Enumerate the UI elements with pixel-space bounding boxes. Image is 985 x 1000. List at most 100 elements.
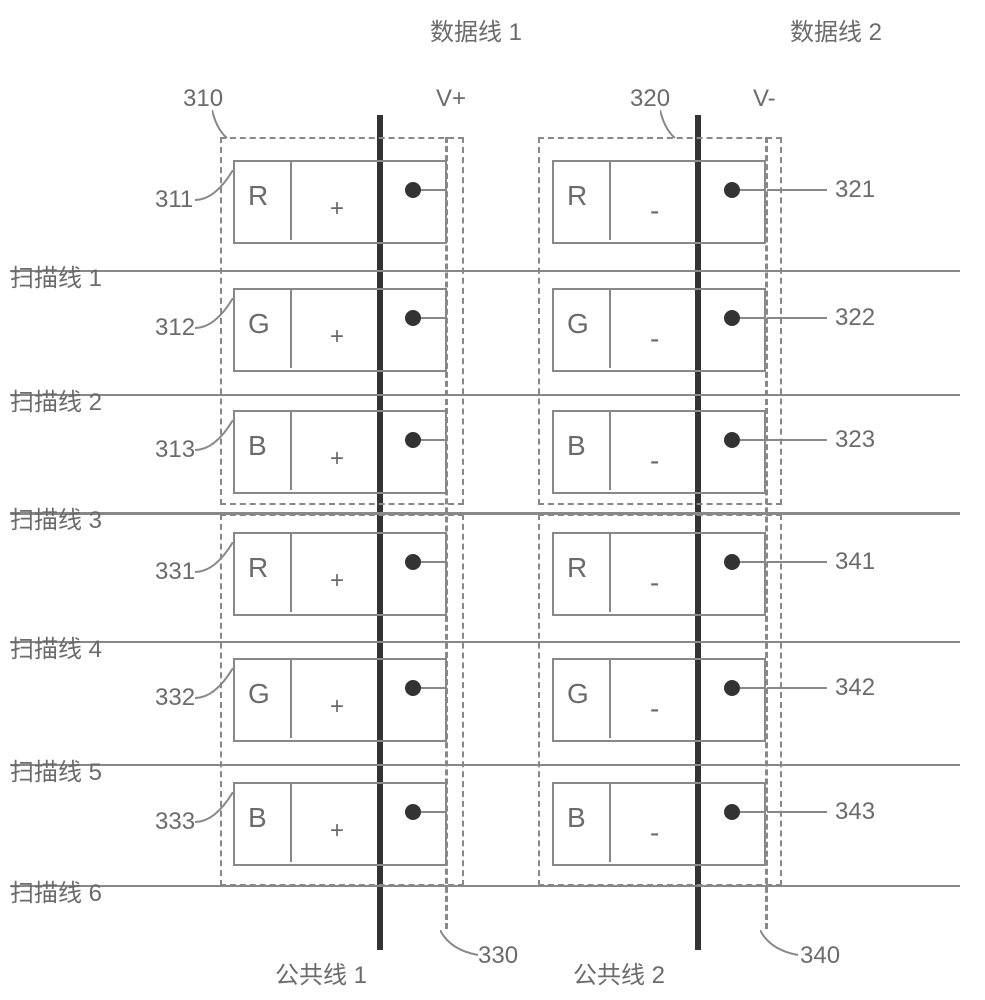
- v-minus-label: V-: [753, 85, 776, 113]
- letter-313: B: [248, 430, 267, 462]
- lead-342: [767, 687, 827, 689]
- conn-322: [740, 317, 766, 319]
- pol-332: +: [330, 693, 344, 721]
- pol-323: -: [650, 445, 659, 477]
- lead-311: [195, 170, 235, 210]
- lead-322: [767, 317, 827, 319]
- dot-331: [405, 554, 421, 570]
- pol-313: +: [330, 445, 344, 473]
- lead-331: [195, 542, 235, 582]
- sep-311: [290, 162, 292, 240]
- pol-333: +: [330, 817, 344, 845]
- letter-321: R: [567, 180, 587, 212]
- lead-320: [660, 110, 680, 140]
- letter-342: G: [567, 678, 589, 710]
- conn-342: [740, 687, 766, 689]
- pol-343: -: [650, 817, 659, 849]
- lead-330: [440, 930, 480, 960]
- sep-321: [609, 162, 611, 240]
- lead-321: [767, 189, 827, 191]
- sep-342: [609, 660, 611, 738]
- pol-341: -: [650, 567, 659, 599]
- lead-323: [767, 439, 827, 441]
- lead-312: [195, 298, 235, 338]
- conn-323: [740, 439, 766, 441]
- dot-341: [724, 554, 740, 570]
- scan-label-4: 扫描线 4: [10, 629, 102, 664]
- lead-341: [767, 561, 827, 563]
- pol-311: +: [330, 195, 344, 223]
- conn-332: [421, 687, 447, 689]
- lead-343: [767, 811, 827, 813]
- conn-333: [421, 811, 447, 813]
- letter-332: G: [248, 678, 270, 710]
- sep-313: [290, 412, 292, 490]
- ref-311: 311: [155, 186, 193, 214]
- data-line-2-label: 数据线 2: [790, 12, 882, 47]
- ref-340: 340: [800, 942, 840, 970]
- scan-line-4: [10, 641, 960, 643]
- sep-323: [609, 412, 611, 490]
- ref-320: 320: [630, 85, 670, 113]
- dot-312: [405, 310, 421, 326]
- scan-label-3: 扫描线 3: [10, 500, 102, 535]
- dot-322: [724, 310, 740, 326]
- lead-333: [195, 792, 235, 832]
- scan-label-2: 扫描线 2: [10, 382, 102, 417]
- v-plus-label: V+: [436, 85, 466, 113]
- conn-313: [421, 439, 447, 441]
- scan-label-6: 扫描线 6: [10, 873, 102, 908]
- ref-322: 322: [835, 304, 875, 332]
- lead-310: [212, 110, 232, 140]
- dot-332: [405, 680, 421, 696]
- letter-343: B: [567, 802, 586, 834]
- conn-343: [740, 811, 766, 813]
- ref-341: 341: [835, 548, 875, 576]
- sep-322: [609, 290, 611, 368]
- pol-342: -: [650, 693, 659, 725]
- letter-331: R: [248, 552, 268, 584]
- pol-321: -: [650, 195, 659, 227]
- lead-313: [195, 420, 235, 460]
- conn-321: [740, 189, 766, 191]
- common-line-1-label: 公共线 1: [275, 955, 367, 990]
- sep-331: [290, 534, 292, 612]
- scan-line-3: [10, 512, 960, 515]
- ref-330: 330: [478, 942, 518, 970]
- dot-323: [724, 432, 740, 448]
- dot-333: [405, 804, 421, 820]
- pol-312: +: [330, 323, 344, 351]
- scan-line-2: [10, 394, 960, 396]
- conn-312: [421, 317, 447, 319]
- dot-311: [405, 182, 421, 198]
- conn-331: [421, 561, 447, 563]
- scan-line-1: [10, 270, 960, 272]
- ref-332: 332: [155, 684, 195, 712]
- pixel-array-diagram: 数据线 1 数据线 2 V+ V- 310 320 扫描线 1 扫描线 2 扫描…: [0, 0, 985, 1000]
- lead-340: [760, 930, 800, 960]
- ref-323: 323: [835, 426, 875, 454]
- ref-343: 343: [835, 798, 875, 826]
- lead-332: [195, 668, 235, 708]
- ref-333: 333: [155, 808, 195, 836]
- letter-333: B: [248, 802, 267, 834]
- sep-312: [290, 290, 292, 368]
- sep-333: [290, 784, 292, 862]
- dot-313: [405, 432, 421, 448]
- dot-342: [724, 680, 740, 696]
- letter-323: B: [567, 430, 586, 462]
- ref-312: 312: [155, 314, 195, 342]
- sep-332: [290, 660, 292, 738]
- ref-321: 321: [835, 176, 875, 204]
- scan-label-1: 扫描线 1: [10, 258, 102, 293]
- ref-331: 331: [155, 558, 195, 586]
- letter-341: R: [567, 552, 587, 584]
- conn-311: [421, 189, 447, 191]
- scan-label-5: 扫描线 5: [10, 752, 102, 787]
- data-line-1-label: 数据线 1: [430, 12, 522, 47]
- ref-342: 342: [835, 674, 875, 702]
- sep-343: [609, 784, 611, 862]
- letter-322: G: [567, 308, 589, 340]
- ref-310: 310: [183, 85, 223, 113]
- dot-321: [724, 182, 740, 198]
